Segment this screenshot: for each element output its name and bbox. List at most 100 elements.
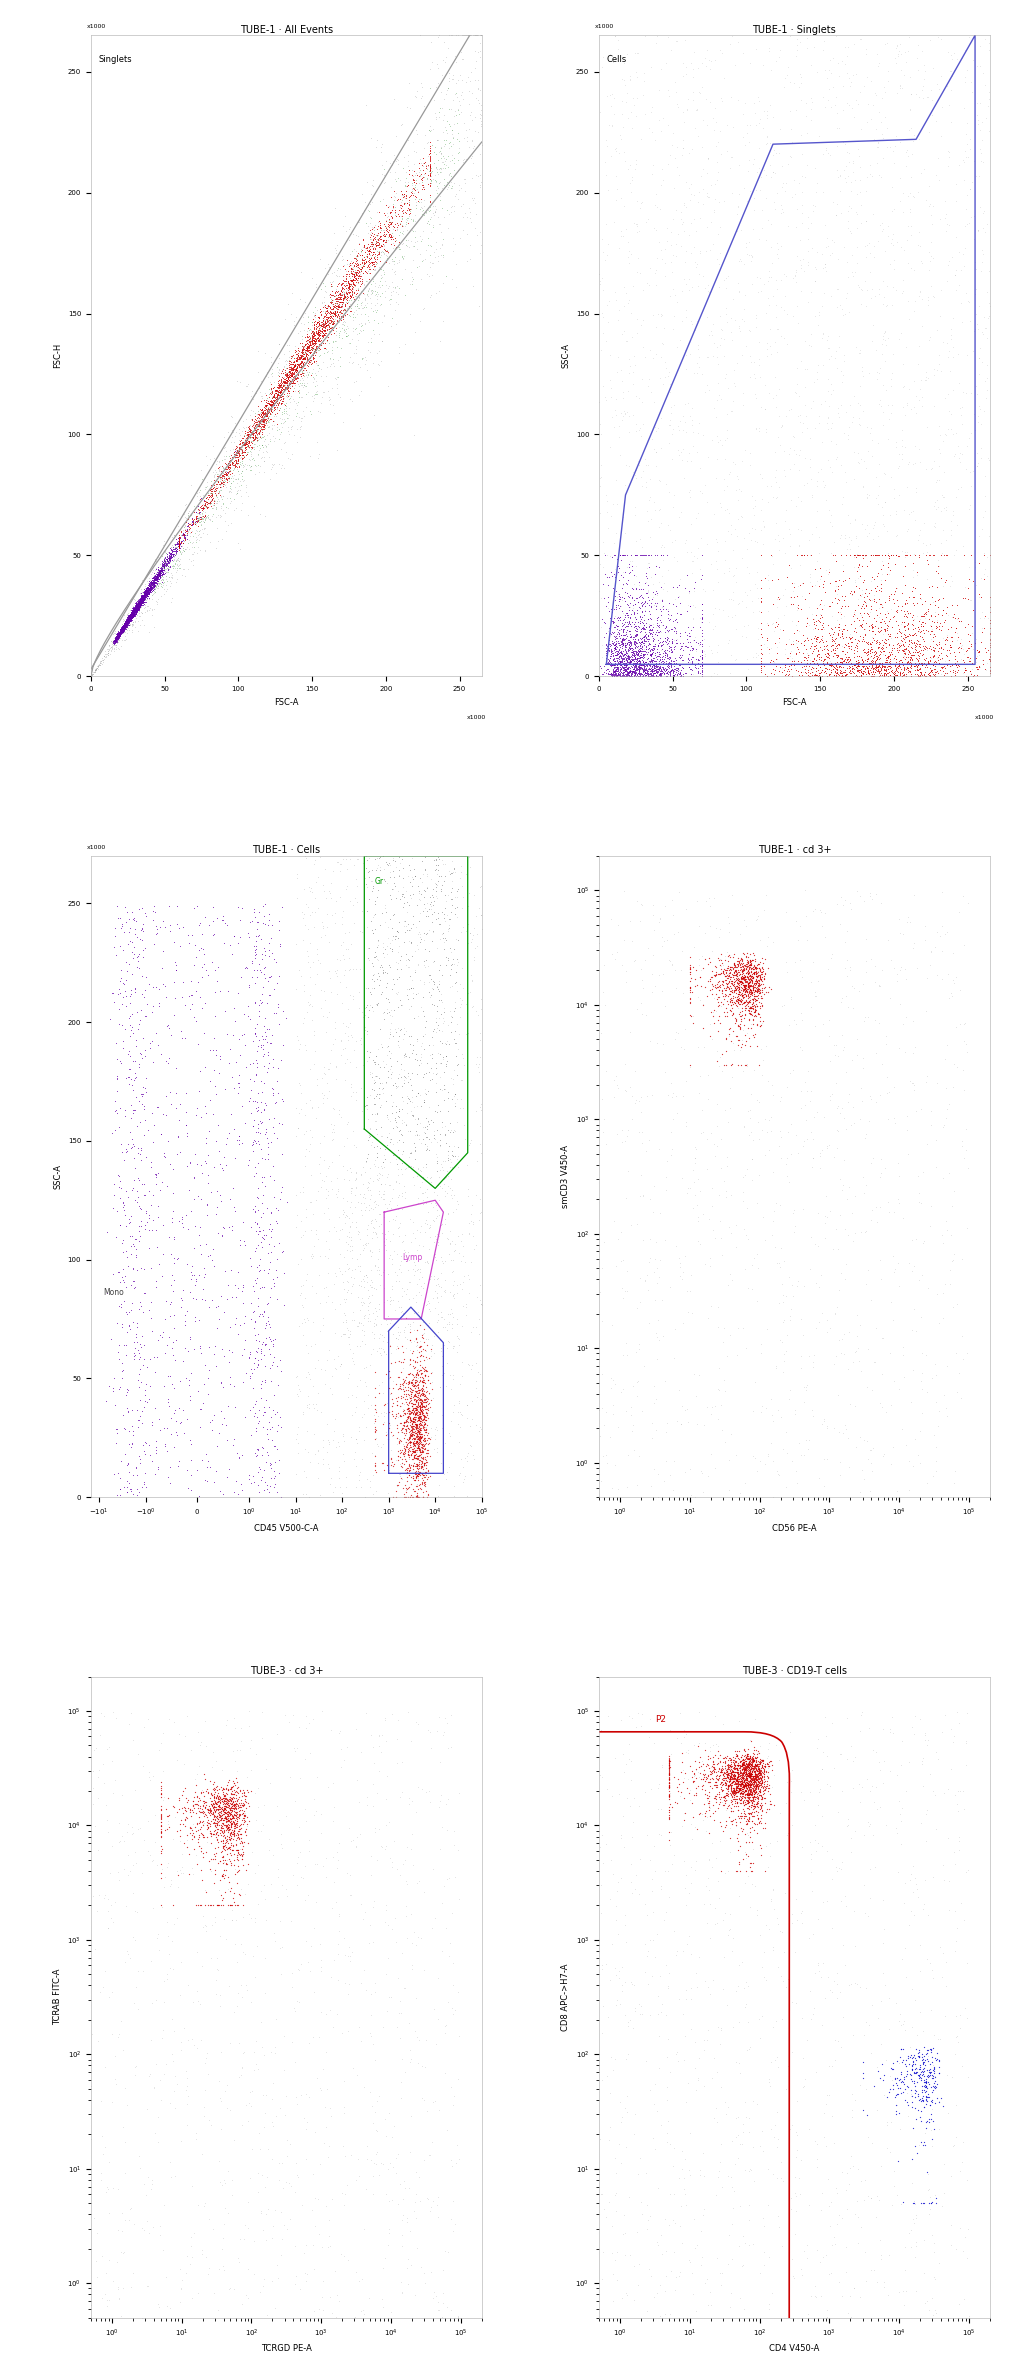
Point: [335, 261, 351, 299]
Point: [743, 988, 760, 1026]
Point: [344, 261, 361, 299]
Point: [120, 600, 136, 638]
Point: [783, 979, 799, 1016]
Point: [613, 588, 629, 626]
Point: [208, 466, 224, 504]
Point: [822, 645, 838, 682]
Point: [247, 1193, 264, 1231]
Point: [811, 118, 827, 155]
Point: [911, 2049, 927, 2087]
Point: [355, 247, 371, 285]
Point: [422, 1160, 438, 1198]
Point: [218, 1781, 234, 1819]
Point: [117, 607, 133, 645]
Point: [848, 649, 865, 687]
Point: [728, 1852, 744, 1889]
Point: [150, 555, 167, 593]
Point: [238, 428, 255, 466]
Point: [471, 1301, 487, 1339]
Point: [868, 332, 884, 369]
Point: [841, 68, 857, 106]
Point: [349, 254, 366, 292]
Point: [391, 1165, 407, 1202]
Point: [398, 1374, 414, 1412]
Point: [815, 642, 831, 680]
Point: [278, 424, 294, 461]
Point: [318, 292, 334, 329]
Point: [363, 212, 379, 249]
Point: [920, 1897, 936, 1934]
Point: [742, 1758, 759, 1795]
Point: [416, 1466, 432, 1504]
Point: [129, 1471, 145, 1508]
Point: [741, 962, 758, 1000]
Point: [205, 2209, 221, 2247]
Point: [391, 1028, 407, 1066]
Point: [620, 654, 636, 692]
Point: [412, 1384, 428, 1421]
Point: [220, 1388, 236, 1426]
Point: [684, 541, 700, 579]
Point: [263, 369, 279, 407]
Point: [416, 1445, 432, 1482]
Point: [218, 1812, 234, 1849]
Point: [250, 388, 267, 426]
Point: [61, 2054, 77, 2092]
Point: [760, 621, 776, 659]
Point: [627, 35, 643, 73]
Point: [921, 2104, 937, 2141]
Point: [433, 151, 449, 188]
Point: [726, 1739, 742, 1777]
Point: [661, 1746, 677, 1784]
Point: [739, 1755, 755, 1793]
Point: [123, 595, 139, 633]
Point: [153, 1859, 169, 1897]
Point: [300, 332, 316, 369]
Point: [814, 2174, 830, 2212]
Point: [750, 969, 767, 1007]
Point: [742, 2028, 759, 2066]
Point: [246, 421, 263, 459]
Point: [162, 539, 178, 576]
Point: [221, 1821, 237, 1859]
Point: [185, 525, 201, 562]
Point: [963, 466, 979, 504]
Point: [873, 885, 889, 922]
Point: [626, 2337, 642, 2353]
Point: [742, 958, 759, 995]
Point: [741, 1751, 758, 1788]
Point: [728, 955, 744, 993]
Point: [981, 31, 997, 68]
Point: [738, 1852, 754, 1889]
Point: [449, 2344, 466, 2353]
Point: [394, 2275, 410, 2313]
Point: [617, 635, 633, 673]
Point: [116, 913, 132, 951]
Point: [265, 393, 281, 431]
Point: [728, 1781, 744, 1819]
Point: [463, 202, 479, 240]
Point: [833, 588, 849, 626]
Point: [736, 960, 752, 998]
Point: [143, 1148, 160, 1186]
Point: [244, 400, 261, 438]
Point: [118, 605, 134, 642]
Point: [430, 19, 446, 56]
Point: [351, 226, 368, 264]
Point: [903, 2078, 919, 2115]
Point: [119, 609, 135, 647]
Point: [199, 464, 215, 501]
Point: [228, 1042, 244, 1080]
Point: [313, 1169, 329, 1207]
Point: [268, 1457, 284, 1494]
Point: [372, 216, 388, 254]
Point: [935, 2344, 951, 2353]
Point: [705, 1739, 721, 1777]
Point: [137, 576, 154, 614]
Point: [322, 2228, 338, 2266]
Point: [368, 986, 384, 1024]
Point: [324, 2181, 340, 2219]
Point: [866, 2252, 882, 2289]
Point: [703, 1115, 719, 1153]
Point: [194, 494, 210, 532]
